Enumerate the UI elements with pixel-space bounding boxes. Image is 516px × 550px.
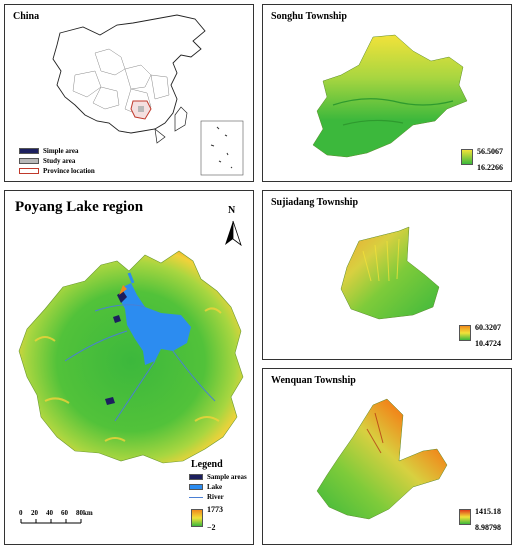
river-swatch [189,496,203,498]
legend-river: River [189,493,224,501]
poyang-map [18,220,244,524]
poyang-elevation-ramp [191,509,203,527]
wenquan-ramp [459,509,471,525]
songhu-map [312,34,468,158]
sujiadang-panel: Sujiadang Township 60.3207 10.4724 [262,190,512,360]
study-area-label: Study area [43,157,76,165]
simple-area-swatch [19,148,39,154]
province-location-label: Province location [43,167,95,175]
songhu-panel: Songhu Township 56.5067 16.2266 [262,4,512,182]
legend-lake: Lake [189,483,222,491]
scale-tick-80: 80km [76,509,93,517]
wenquan-min: 8.98798 [475,523,501,532]
scale-tick-60: 60 [61,509,68,517]
sujiadang-map [340,226,440,320]
wenquan-map [316,398,448,520]
scale-tick-20: 20 [31,509,38,517]
sujiadang-title: Sujiadang Township [271,197,359,208]
lake-swatch [189,484,203,490]
poyang-title: Poyang Lake region [15,199,144,215]
china-legend-study: Study area [19,157,75,165]
china-legend-province: Province location [19,167,95,175]
wenquan-title: Wenquan Township [271,375,356,386]
poyang-panel: Poyang Lake region [4,190,254,545]
sujiadang-ramp [459,325,471,341]
china-title: China [13,11,40,22]
lake-shape [119,283,191,365]
river-label: River [207,493,224,501]
poyang-elev-min: −2 [207,523,216,532]
wenquan-max: 1415.18 [475,507,501,516]
wenquan-panel: Wenquan Township 1415.18 8.98798 [262,368,512,545]
scale-tick-0: 0 [19,509,23,517]
china-panel: China Simple area Study area Province lo… [4,4,254,182]
study-area-swatch [19,158,39,164]
sample-areas-swatch [189,474,203,480]
songhu-ramp [461,149,473,165]
songhu-max: 56.5067 [477,147,503,156]
poyang-legend-title: Legend [191,459,223,470]
songhu-min: 16.2266 [477,163,503,172]
china-map [52,14,244,176]
china-legend-simple: Simple area [19,147,78,155]
poyang-elev-max: 1773 [207,505,223,514]
sample-areas-label: Sample areas [207,473,247,481]
scale-bar [20,519,82,524]
sujiadang-max: 60.3207 [475,323,501,332]
simple-area-label: Simple area [43,147,79,155]
sujiadang-min: 10.4724 [475,339,501,348]
lake-label: Lake [207,483,223,491]
songhu-title: Songhu Township [271,11,347,22]
legend-sample-areas: Sample areas [189,473,247,481]
scale-tick-40: 40 [46,509,53,517]
province-location-swatch [19,168,39,174]
north-label: N [228,205,236,216]
